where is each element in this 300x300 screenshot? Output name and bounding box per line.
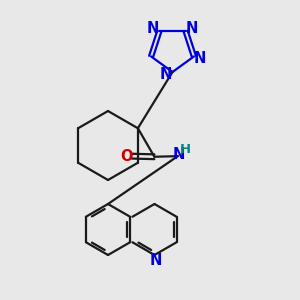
Text: H: H xyxy=(180,143,191,156)
Text: N: N xyxy=(160,67,172,82)
Text: O: O xyxy=(120,148,133,164)
Text: N: N xyxy=(150,253,162,268)
Text: N: N xyxy=(194,51,206,66)
Text: N: N xyxy=(185,21,198,36)
Text: N: N xyxy=(173,147,185,162)
Text: N: N xyxy=(147,21,160,36)
